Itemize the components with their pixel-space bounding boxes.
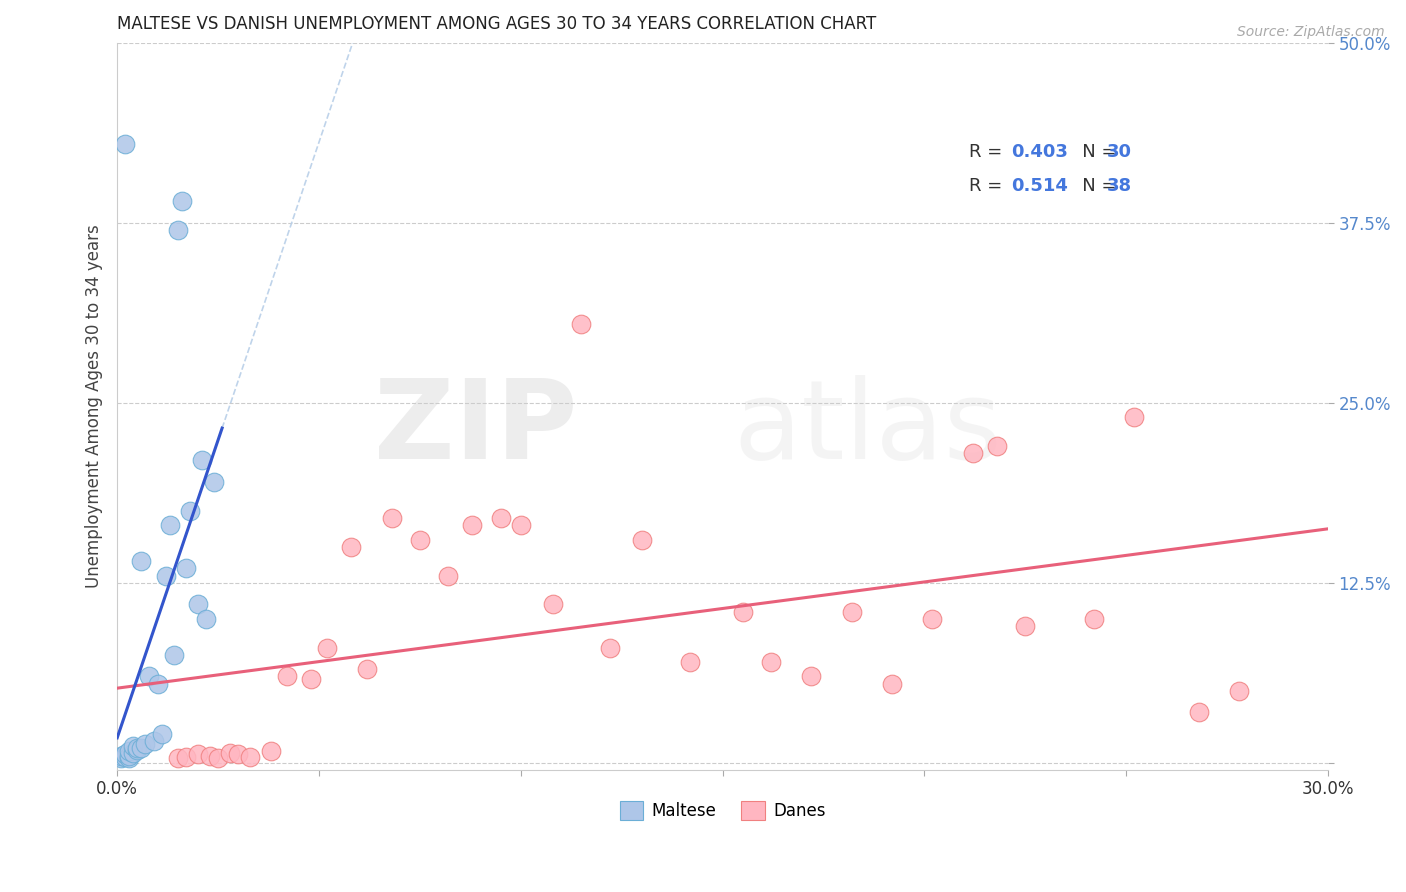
Text: 0.403: 0.403	[1011, 143, 1069, 161]
Point	[110, 751, 132, 765]
Point	[1014, 619, 1036, 633]
Point	[131, 554, 153, 568]
Point	[191, 453, 214, 467]
Point	[202, 475, 225, 489]
Point	[800, 669, 823, 683]
Point	[134, 737, 156, 751]
Point	[187, 598, 209, 612]
Text: atlas: atlas	[734, 375, 1002, 482]
Point	[880, 676, 903, 690]
Point	[1083, 612, 1105, 626]
Point	[239, 750, 262, 764]
Point	[569, 317, 592, 331]
Point	[1123, 410, 1146, 425]
Point	[127, 741, 149, 756]
Y-axis label: Unemployment Among Ages 30 to 34 years: Unemployment Among Ages 30 to 34 years	[86, 225, 103, 589]
Point	[114, 136, 136, 151]
Point	[631, 533, 654, 547]
Point	[114, 750, 136, 764]
Point	[194, 612, 217, 626]
Point	[198, 748, 221, 763]
Point	[131, 741, 153, 756]
Point	[146, 676, 169, 690]
Text: 0.514: 0.514	[1011, 178, 1069, 195]
Text: ZIP: ZIP	[374, 375, 578, 482]
Point	[299, 673, 322, 687]
Point	[679, 655, 702, 669]
Point	[599, 640, 621, 655]
Point	[142, 734, 165, 748]
Point	[118, 751, 141, 765]
Point	[962, 446, 984, 460]
Text: 30: 30	[1107, 143, 1132, 161]
Point	[276, 669, 298, 683]
Legend: Maltese, Danes: Maltese, Danes	[613, 795, 832, 827]
Point	[166, 751, 188, 765]
Point	[174, 750, 197, 764]
Point	[110, 748, 132, 763]
Point	[461, 518, 484, 533]
Point	[731, 605, 754, 619]
Point	[986, 439, 1008, 453]
Text: R =: R =	[969, 143, 1008, 161]
Text: 38: 38	[1107, 178, 1132, 195]
Point	[159, 518, 181, 533]
Point	[541, 598, 564, 612]
Point	[1188, 706, 1211, 720]
Point	[166, 223, 188, 237]
Point	[170, 194, 193, 209]
Point	[381, 511, 404, 525]
Point	[155, 568, 177, 582]
Point	[187, 747, 209, 761]
Point	[259, 744, 281, 758]
Point	[138, 669, 160, 683]
Point	[921, 612, 943, 626]
Point	[226, 747, 249, 761]
Point	[122, 739, 145, 753]
Point	[150, 727, 173, 741]
Point	[340, 540, 363, 554]
Text: N =: N =	[1064, 143, 1122, 161]
Point	[174, 561, 197, 575]
Text: R =: R =	[969, 178, 1014, 195]
Point	[207, 751, 229, 765]
Point	[1227, 683, 1250, 698]
Point	[219, 746, 242, 760]
Point	[118, 748, 141, 763]
Text: Source: ZipAtlas.com: Source: ZipAtlas.com	[1237, 25, 1385, 39]
Point	[437, 568, 460, 582]
Point	[122, 746, 145, 760]
Text: MALTESE VS DANISH UNEMPLOYMENT AMONG AGES 30 TO 34 YEARS CORRELATION CHART: MALTESE VS DANISH UNEMPLOYMENT AMONG AGE…	[117, 15, 876, 33]
Point	[409, 533, 432, 547]
Point	[509, 518, 531, 533]
Text: N =: N =	[1064, 178, 1122, 195]
Point	[118, 744, 141, 758]
Point	[114, 747, 136, 761]
Point	[759, 655, 782, 669]
Point	[356, 662, 378, 676]
Point	[489, 511, 512, 525]
Point	[163, 648, 186, 662]
Point	[179, 504, 201, 518]
Point	[127, 743, 149, 757]
Point	[841, 605, 863, 619]
Point	[316, 640, 339, 655]
